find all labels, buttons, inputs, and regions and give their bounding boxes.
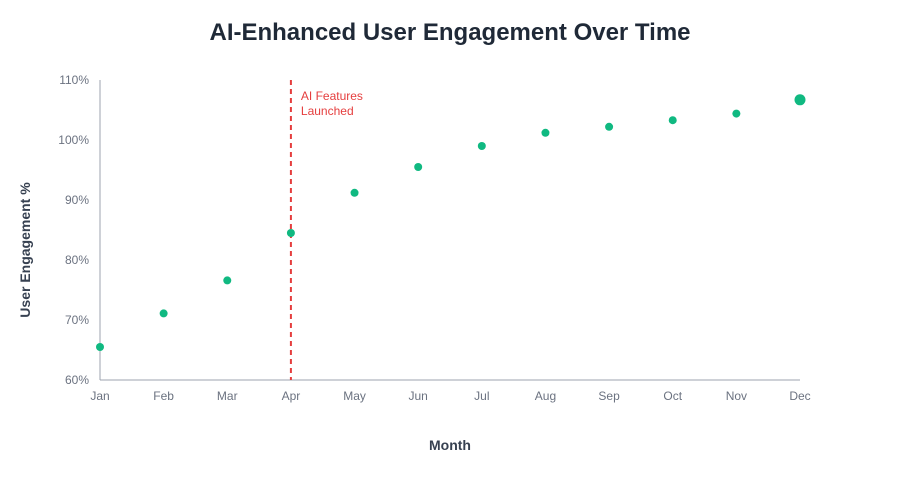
data-point: [223, 276, 232, 285]
y-tick-label: 60%: [65, 373, 89, 387]
y-tick-label: 110%: [59, 73, 89, 87]
x-axis-label: Month: [429, 437, 471, 453]
x-tick-label: Dec: [789, 389, 810, 403]
x-tick-label: Jun: [409, 389, 428, 403]
annotation-label: AI Features: [301, 89, 363, 103]
y-tick-label: 70%: [65, 313, 89, 327]
x-tick-label: Oct: [663, 389, 682, 403]
x-tick-label: Nov: [726, 389, 747, 403]
data-point: [541, 128, 550, 137]
data-point: [350, 188, 359, 197]
data-point: [732, 109, 741, 118]
y-tick-label: 100%: [58, 133, 89, 147]
data-point: [286, 229, 295, 237]
x-tick-label: Feb: [153, 389, 174, 403]
y-ticks: 60% 70% 80% 90% 100% 110%: [58, 73, 89, 387]
x-tick-label: Jul: [474, 389, 489, 403]
x-tick-label: Apr: [282, 389, 301, 403]
data-point: [605, 122, 614, 131]
x-tick-label: Aug: [535, 389, 556, 403]
data-point: [414, 163, 423, 171]
x-ticks: Jan Feb Mar Apr May Jun Jul Aug Sep Oct Nov Dec: [90, 389, 810, 403]
x-tick-label: Jan: [90, 389, 109, 403]
data-point: [668, 116, 677, 125]
data-point: [477, 142, 486, 150]
y-tick-label: 80%: [65, 253, 89, 267]
y-tick-label: 90%: [65, 193, 89, 207]
y-axis-label: User Engagement %: [17, 182, 33, 318]
data-point: [96, 343, 104, 351]
x-tick-label: Mar: [217, 389, 238, 403]
points-layer: [96, 94, 806, 351]
x-tick-label: May: [343, 389, 366, 403]
chart-title: AI-Enhanced User Engagement Over Time: [209, 19, 690, 46]
x-tick-label: Sep: [598, 389, 620, 403]
annotation-label: Launched: [301, 104, 354, 118]
data-point: [794, 94, 806, 106]
data-point: [159, 309, 168, 318]
